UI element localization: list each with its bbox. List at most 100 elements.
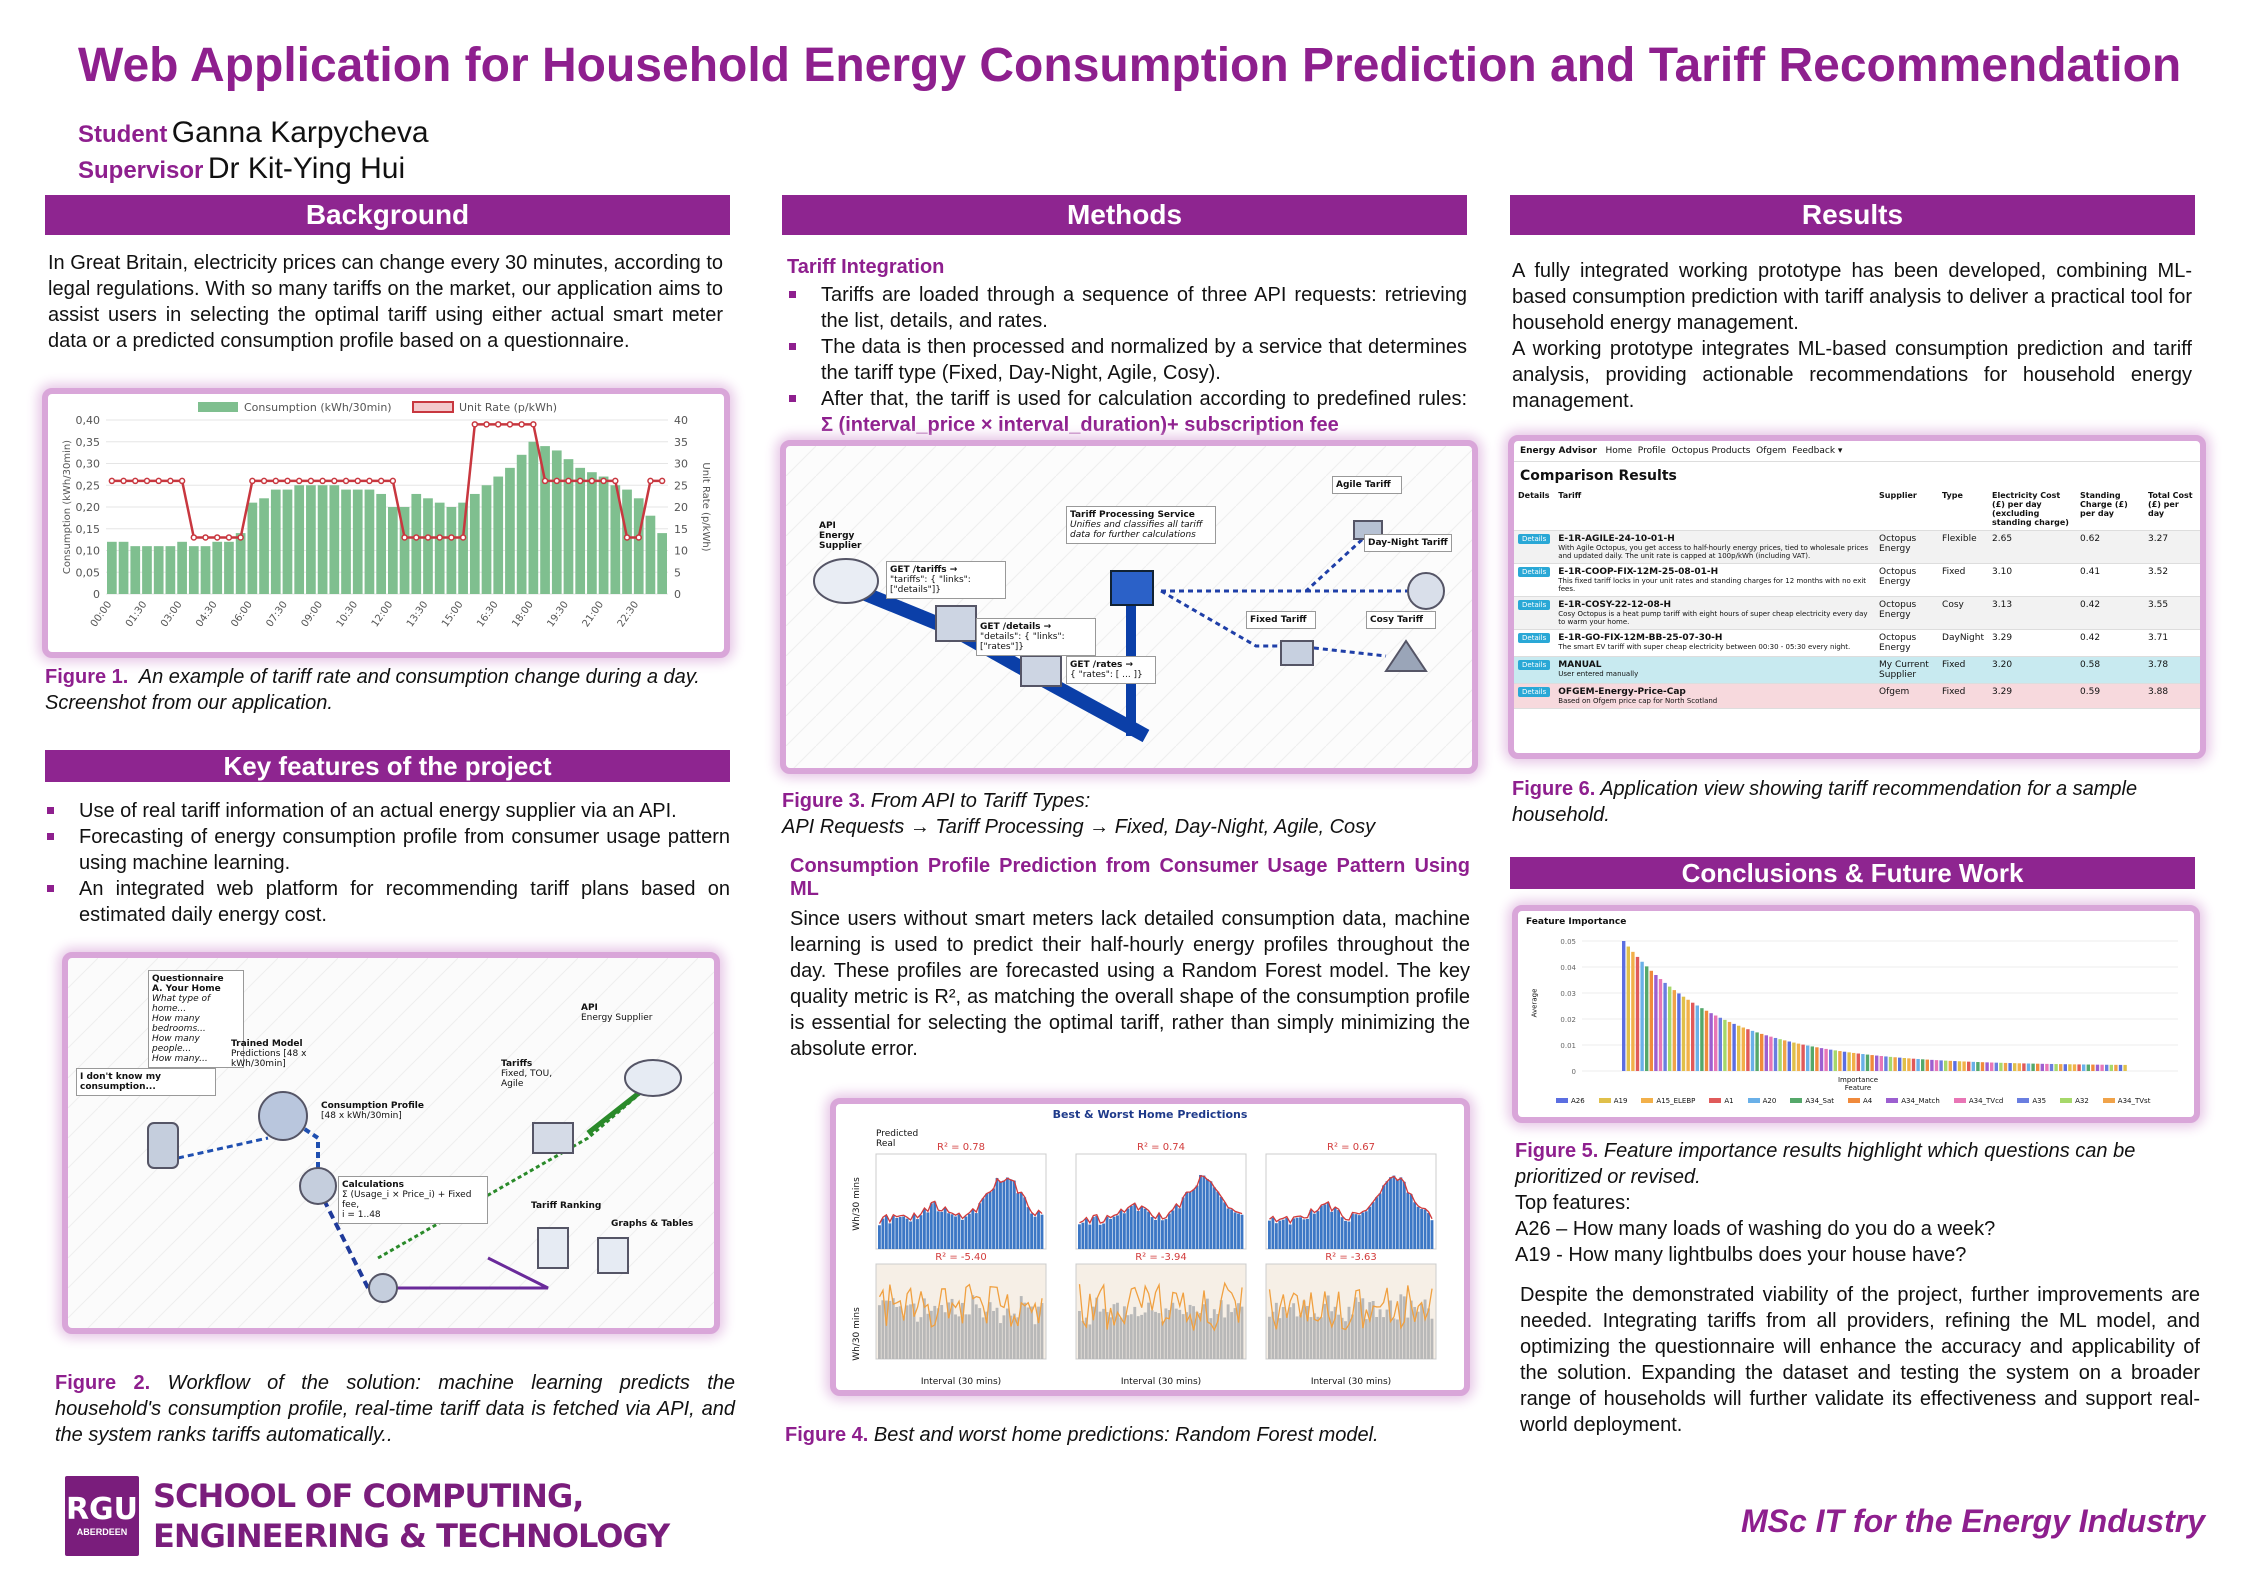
y-tick: 0.02: [1560, 1016, 1576, 1024]
server-stack-icon: [1020, 655, 1062, 687]
api-node: API Energy Supplier: [578, 1000, 658, 1026]
figure-2-caption: Figure 2. Workflow of the solution: mach…: [55, 1370, 735, 1448]
importance-bar: [1691, 1002, 1695, 1071]
consumption-bar: [153, 546, 164, 594]
r2-label: R² = 0.67: [1327, 1142, 1375, 1153]
real-bar: [1185, 1312, 1189, 1359]
details-button[interactable]: Details: [1518, 660, 1551, 670]
importance-bar: [1944, 1060, 1948, 1071]
nav-home[interactable]: Home: [1605, 446, 1633, 456]
unit-rate-point: [272, 477, 280, 485]
details-button[interactable]: Details: [1518, 600, 1551, 610]
details-button[interactable]: Details: [1518, 687, 1551, 697]
real-bar: [1274, 1223, 1278, 1249]
importance-bar: [1980, 1062, 1985, 1071]
real-bar: [1402, 1296, 1406, 1359]
feature-item: Forecasting of energy consumption profil…: [45, 824, 730, 876]
y-tick-right: 5: [674, 566, 681, 579]
unit-rate-point: [588, 477, 596, 485]
real-bar: [1323, 1204, 1327, 1249]
tariff-standing: 0.59: [2076, 683, 2144, 709]
tariff-standing: 0.42: [2076, 629, 2144, 657]
real-bar: [992, 1188, 995, 1249]
real-bar: [1430, 1318, 1434, 1359]
importance-bar: [2105, 1064, 2109, 1071]
tariff-cost: 3.29: [1988, 629, 2076, 657]
tariff-cost: 3.10: [1988, 563, 2076, 597]
real-bar: [1330, 1311, 1334, 1359]
real-bar: [961, 1219, 964, 1249]
get-tariffs-title: GET /tariffs →: [890, 565, 958, 575]
fig5-legend-item: A4: [1848, 1097, 1872, 1105]
real-bar: [1278, 1220, 1282, 1249]
real-bar: [1209, 1181, 1213, 1249]
unit-rate-point: [202, 534, 209, 541]
real-bar: [1368, 1206, 1372, 1249]
real-bar: [1399, 1177, 1403, 1249]
real-bar: [878, 1305, 881, 1359]
nav-ofgem[interactable]: Ofgem: [1756, 446, 1787, 456]
consumption-bar: [212, 541, 223, 594]
real-bar: [1133, 1306, 1137, 1359]
importance-bar: [2031, 1063, 2035, 1071]
figure-1-label: Figure 1.: [45, 666, 129, 688]
real-bar: [1351, 1213, 1354, 1249]
importance-bar: [2017, 1063, 2021, 1071]
rgu-logo: RGU ABERDEEN: [65, 1476, 139, 1556]
real-bar: [1091, 1216, 1095, 1249]
real-bar: [1116, 1215, 1119, 1249]
real-bar: [929, 1203, 933, 1249]
importance-bar: [1783, 1040, 1787, 1071]
consumption-bar: [610, 485, 621, 594]
tariff-desc: This fixed tariff locks in your unit rat…: [1558, 577, 1867, 593]
real-bar: [1023, 1302, 1027, 1359]
predicted-line: [1269, 1175, 1433, 1225]
fig5-legend-item: A34_TVcd: [1953, 1097, 2003, 1105]
cloud-icon: [813, 558, 879, 604]
real-bar: [1344, 1321, 1347, 1359]
real-bar: [978, 1203, 982, 1249]
importance-bar: [1723, 1019, 1727, 1071]
legend-swatch: [2060, 1098, 2073, 1103]
real-bar: [1423, 1299, 1427, 1359]
nav-octopus[interactable]: Octopus Products: [1671, 446, 1751, 456]
table-row: Details E-1R-GO-FIX-12M-BB-25-07-30-H The …: [1514, 629, 2200, 657]
app-brand[interactable]: Energy Advisor: [1520, 446, 1597, 456]
consumption-bar: [177, 541, 187, 594]
tariff-supplier: My Current Supplier: [1875, 656, 1939, 684]
importance-bar: [1755, 1032, 1759, 1071]
real-bar: [985, 1193, 989, 1249]
real-bar: [1185, 1192, 1189, 1249]
importance-bar: [1824, 1048, 1828, 1071]
x-tick: 21:00: [581, 599, 607, 629]
importance-bar: [1714, 1015, 1718, 1071]
real-bar: [1237, 1303, 1240, 1359]
details-button[interactable]: Details: [1518, 567, 1551, 577]
real-bar: [1406, 1192, 1410, 1249]
details-button[interactable]: Details: [1518, 534, 1551, 544]
real-bar: [974, 1213, 978, 1249]
user-icon: [147, 1122, 179, 1169]
real-bar: [967, 1213, 971, 1249]
details-button[interactable]: Details: [1518, 633, 1551, 643]
nav-profile[interactable]: Profile: [1637, 446, 1666, 456]
unit-rate-point: [377, 477, 385, 485]
y-tick-left: 0,40: [76, 414, 101, 427]
real-bar: [1078, 1310, 1081, 1359]
importance-bar: [1819, 1048, 1824, 1071]
tariff-desc: User entered manually: [1558, 670, 1639, 678]
real-bar: [1288, 1224, 1292, 1249]
y-tick-right: 40: [674, 414, 688, 427]
real-bar: [1012, 1313, 1016, 1359]
nav-feedback[interactable]: Feedback ▾: [1792, 446, 1843, 456]
figure-3-text: From API to Tariff Types:: [870, 790, 1091, 812]
tariff-supplier: Octopus Energy: [1875, 629, 1939, 657]
consumption-bar: [434, 502, 445, 594]
real-bar: [999, 1181, 1002, 1249]
predicted-line: [878, 1283, 1043, 1328]
real-bar: [992, 1310, 995, 1359]
get-details-sub: "details": { "links": ["rates"]}: [980, 632, 1065, 652]
legend-label: A1: [1724, 1097, 1734, 1105]
results-p2: A working prototype integrates ML-based …: [1512, 338, 2192, 412]
unit-rate-point: [190, 534, 198, 541]
